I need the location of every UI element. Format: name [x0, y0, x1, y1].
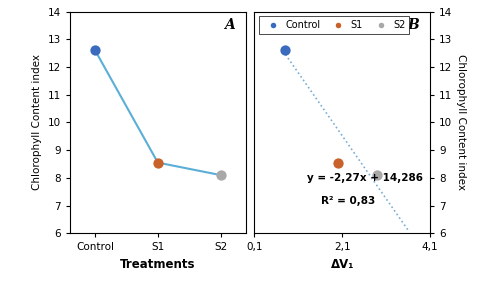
Point: [334, 160, 342, 165]
Legend: Control, S1, S2: Control, S1, S2: [260, 16, 410, 34]
Point: [281, 48, 289, 53]
X-axis label: Treatments: Treatments: [120, 258, 196, 271]
Text: y = -2,27x + 14,286: y = -2,27x + 14,286: [307, 173, 423, 183]
Y-axis label: Chlorophyll Content index: Chlorophyll Content index: [32, 54, 42, 190]
Point: [91, 48, 99, 53]
Point: [154, 160, 162, 165]
Y-axis label: Chlorophyll Content index: Chlorophyll Content index: [456, 54, 466, 190]
Point: [216, 173, 224, 177]
Point: [374, 173, 382, 177]
Text: A: A: [224, 18, 235, 32]
Text: B: B: [408, 18, 420, 32]
X-axis label: ΔV₁: ΔV₁: [330, 258, 354, 271]
Text: R² = 0,83: R² = 0,83: [321, 196, 376, 206]
